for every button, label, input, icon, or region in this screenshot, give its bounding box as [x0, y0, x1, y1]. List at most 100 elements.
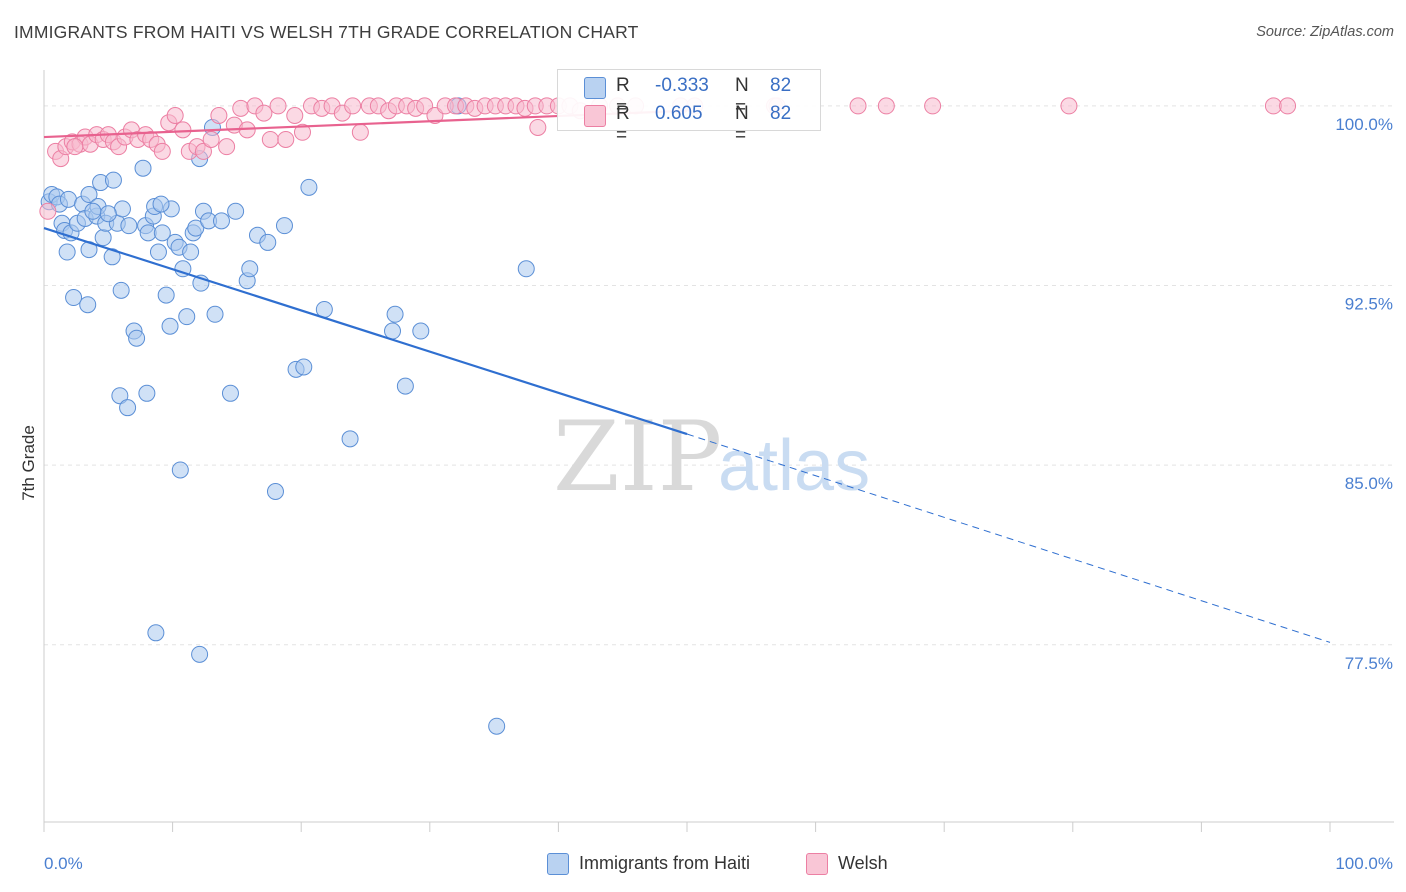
haiti-point — [412, 322, 430, 340]
welsh-point — [232, 99, 250, 117]
haiti-point — [384, 322, 402, 340]
welsh-point — [344, 97, 362, 115]
haiti-point — [149, 243, 167, 261]
haiti-trend-extension — [686, 433, 1331, 643]
bottom-legend-swatch-welsh — [806, 853, 828, 875]
legend-r-value-welsh: 0.605 — [655, 103, 703, 124]
bottom-legend-label-welsh: Welsh — [838, 853, 888, 873]
haiti-point — [221, 384, 239, 402]
y-tick-label: 100.0% — [1335, 115, 1393, 134]
haiti-point — [65, 289, 83, 307]
haiti-trend-line — [43, 227, 688, 436]
haiti-point — [139, 224, 157, 242]
haiti-point — [396, 377, 414, 395]
y-tick-labels: 100.0% 92.5% 85.0% 77.5% — [1335, 115, 1393, 673]
y-tick-label: 85.0% — [1345, 474, 1393, 493]
haiti-point — [128, 329, 146, 347]
haiti-points — [40, 97, 535, 735]
welsh-point — [286, 107, 304, 125]
welsh-point — [153, 142, 171, 160]
haiti-point — [488, 717, 506, 735]
source-label: Source: ZipAtlas.com — [1256, 24, 1394, 40]
y-tick-label: 92.5% — [1345, 295, 1393, 314]
haiti-point — [157, 286, 175, 304]
haiti-point — [295, 358, 313, 376]
haiti-point — [386, 305, 404, 323]
haiti-point — [212, 212, 230, 230]
legend-swatch-haiti — [584, 77, 606, 99]
chart-title: IMMIGRANTS FROM HAITI VS WELSH 7TH GRADE… — [14, 22, 639, 42]
haiti-point — [59, 190, 77, 208]
haiti-point — [112, 281, 130, 299]
haiti-point — [300, 178, 318, 196]
haiti-point — [182, 243, 200, 261]
haiti-point — [104, 171, 122, 189]
haiti-point — [58, 243, 76, 261]
legend-r-value-haiti: -0.333 — [655, 75, 709, 96]
welsh-point — [202, 130, 220, 148]
haiti-point — [191, 645, 209, 663]
trend-lines — [43, 109, 1331, 643]
welsh-point — [194, 142, 212, 160]
x-tick-label: 100.0% — [1335, 854, 1393, 873]
haiti-point — [113, 200, 131, 218]
bottom-legend-label-haiti: Immigrants from Haiti — [579, 853, 751, 873]
x-tick-labels: 0.0% 100.0% — [44, 854, 1393, 873]
welsh-point — [529, 118, 547, 136]
welsh-point — [166, 107, 184, 125]
welsh-point — [924, 97, 942, 115]
welsh-point — [849, 97, 867, 115]
correlation-legend: R = -0.333 N = 82 R = 0.605 N = 82 — [557, 69, 821, 146]
welsh-point — [210, 107, 228, 125]
haiti-point — [94, 229, 112, 247]
welsh-point — [261, 130, 279, 148]
welsh-point — [174, 121, 192, 139]
haiti-point — [79, 296, 97, 314]
haiti-point — [517, 260, 535, 278]
grid-lines — [44, 105, 1394, 646]
legend-r-label: R = — [616, 103, 630, 146]
haiti-point — [134, 159, 152, 177]
haiti-point — [147, 624, 165, 642]
welsh-point — [218, 138, 236, 156]
welsh-point — [277, 130, 295, 148]
haiti-point — [206, 305, 224, 323]
y-axis-label: 7th Grade — [19, 425, 38, 501]
haiti-point — [187, 219, 205, 237]
haiti-point — [84, 202, 102, 220]
legend-n-value-welsh: 82 — [770, 103, 792, 124]
welsh-point — [39, 202, 57, 220]
haiti-point — [80, 186, 98, 204]
haiti-point — [138, 384, 156, 402]
haiti-point — [171, 461, 189, 479]
welsh-point — [1279, 97, 1297, 115]
haiti-point — [178, 308, 196, 326]
haiti-point — [266, 483, 284, 501]
welsh-point — [269, 97, 287, 115]
legend-r-label: R = — [616, 75, 630, 118]
welsh-point — [293, 123, 311, 141]
legend-swatch-welsh — [584, 105, 606, 127]
haiti-point — [111, 387, 129, 405]
welsh-point — [351, 123, 369, 141]
haiti-point — [120, 217, 138, 235]
welsh-point — [1060, 97, 1078, 115]
welsh-point — [66, 138, 84, 156]
haiti-point — [152, 195, 170, 213]
watermark-zip: ZIP — [553, 401, 722, 513]
haiti-point — [241, 260, 259, 278]
haiti-point — [119, 399, 137, 417]
haiti-point — [275, 217, 293, 235]
x-tick-label: 0.0% — [44, 854, 83, 873]
bottom-legend-swatch-haiti — [547, 853, 569, 875]
welsh-point — [255, 104, 273, 122]
haiti-point — [99, 205, 117, 223]
legend-n-label: N = — [735, 103, 749, 146]
watermark: ZIP atlas — [553, 401, 870, 513]
haiti-point — [259, 233, 277, 251]
haiti-point — [153, 224, 171, 242]
legend-n-value-haiti: 82 — [770, 75, 792, 96]
y-tick-label: 77.5% — [1345, 654, 1393, 673]
haiti-point — [227, 202, 245, 220]
